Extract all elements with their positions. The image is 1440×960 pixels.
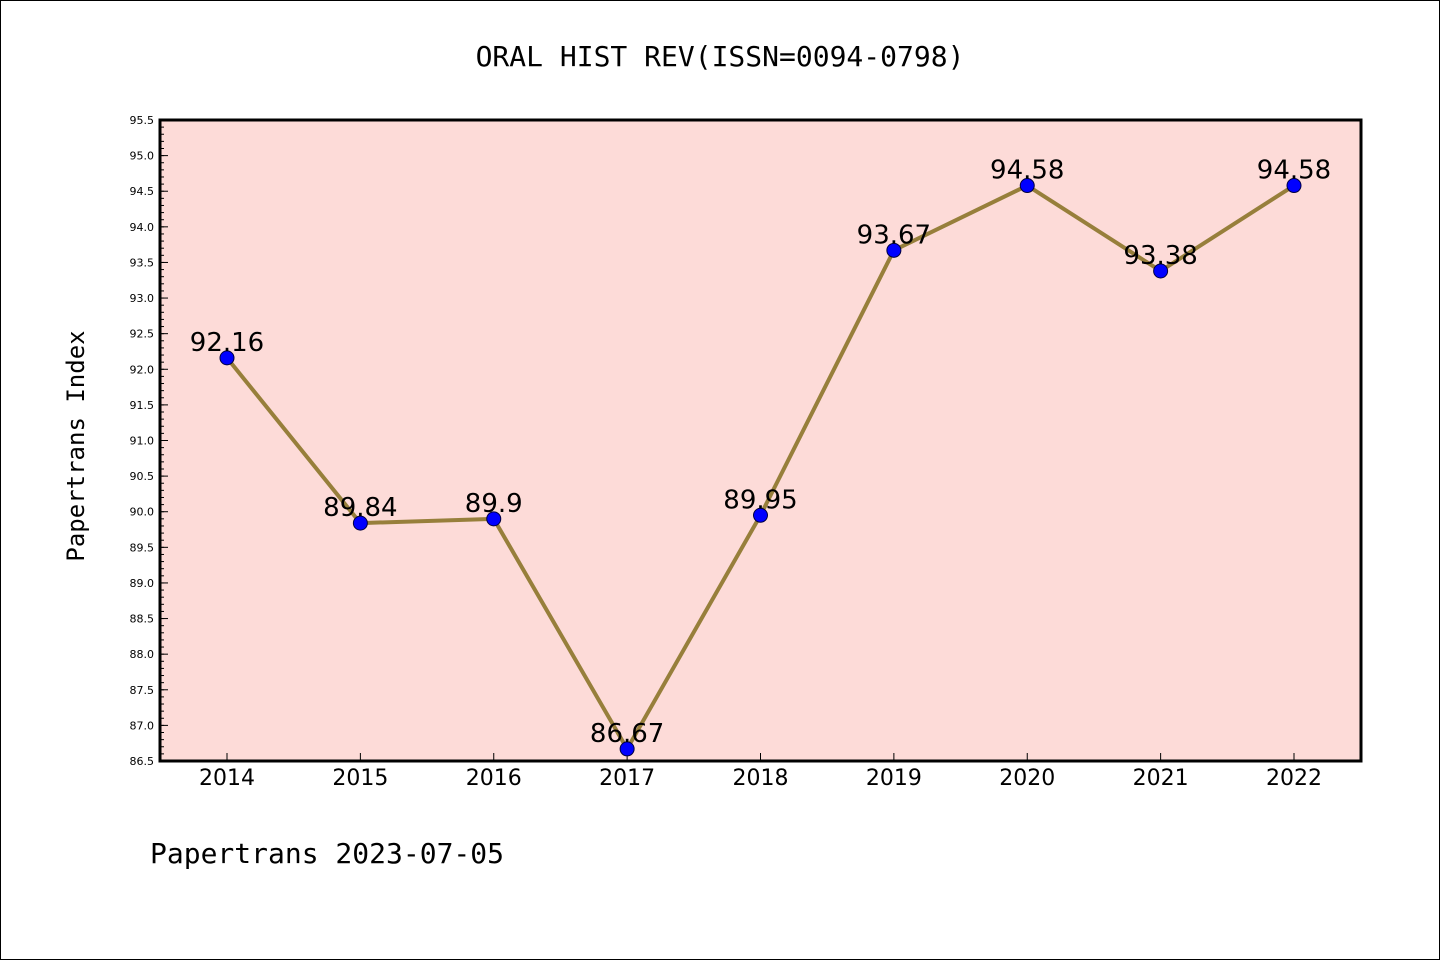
data-label: 93.38 [1123, 241, 1197, 271]
y-tick-label: 90.5 [130, 470, 155, 483]
y-tick-label: 92.0 [130, 363, 155, 376]
y-tick-label: 87.5 [130, 684, 155, 697]
footer-note: Papertrans 2023-07-05 [150, 837, 504, 870]
y-tick-label: 94.5 [130, 185, 155, 198]
data-label: 94.58 [990, 156, 1064, 186]
data-point [886, 242, 902, 258]
data-series: 92.16 89.84 89.9 86.67 89.95 93.67 94.58 93.38 9… [190, 156, 1331, 757]
data-label: 92.16 [190, 328, 264, 358]
x-tick-label: 2018 [733, 766, 789, 791]
x-tick-label: 2021 [1133, 766, 1189, 791]
data-label: 93.67 [857, 220, 931, 250]
x-tick-label: 2019 [866, 766, 922, 791]
y-tick-label: 89.0 [130, 577, 155, 590]
data-label: 89.95 [723, 485, 797, 515]
y-tick-label: 89.5 [130, 541, 155, 554]
y-tick-label: 88.5 [130, 613, 155, 626]
data-label: 94.58 [1257, 156, 1331, 186]
data-point [1153, 263, 1169, 279]
data-point [219, 350, 235, 366]
y-tick-label: 86.5 [130, 755, 155, 768]
data-label: 86.67 [590, 719, 664, 749]
chart-title: ORAL HIST REV(ISSN=0094-0798) [476, 40, 965, 73]
y-tick-label: 94.0 [130, 221, 155, 234]
y-axis: 86.5 87.0 87.5 88.0 88.5 89.0 89.5 90.0 90.5 91.0… [130, 114, 168, 768]
y-tick-label: 93.0 [130, 292, 155, 305]
data-point [619, 741, 635, 757]
x-axis: 2014 2015 2016 2017 2018 2019 2020 2021 2022 [199, 753, 1322, 791]
x-tick-label: 2020 [999, 766, 1055, 791]
x-tick-label: 2015 [332, 766, 388, 791]
y-tick-label: 93.5 [130, 256, 155, 269]
y-tick-label: 90.0 [130, 506, 155, 519]
y-tick-label: 91.5 [130, 399, 155, 412]
data-point [486, 511, 502, 527]
y-tick-label: 88.0 [130, 648, 155, 661]
plot-area [158, 118, 1363, 763]
y-tick-label: 95.0 [130, 150, 155, 163]
data-label: 89.9 [465, 489, 523, 519]
y-axis-label: Papertrans Index [62, 330, 90, 561]
y-tick-label: 95.5 [130, 114, 155, 127]
y-tick-label: 91.0 [130, 435, 155, 448]
data-label: 89.84 [323, 493, 397, 523]
y-tick-label: 92.5 [130, 328, 155, 341]
y-tick-label: 87.0 [130, 719, 155, 732]
x-tick-label: 2017 [599, 766, 655, 791]
x-tick-label: 2016 [466, 766, 522, 791]
x-tick-label: 2014 [199, 766, 255, 791]
x-tick-label: 2022 [1266, 766, 1322, 791]
data-point [352, 515, 368, 531]
data-point [1286, 178, 1302, 194]
data-point [1019, 178, 1035, 194]
data-point [753, 507, 768, 523]
